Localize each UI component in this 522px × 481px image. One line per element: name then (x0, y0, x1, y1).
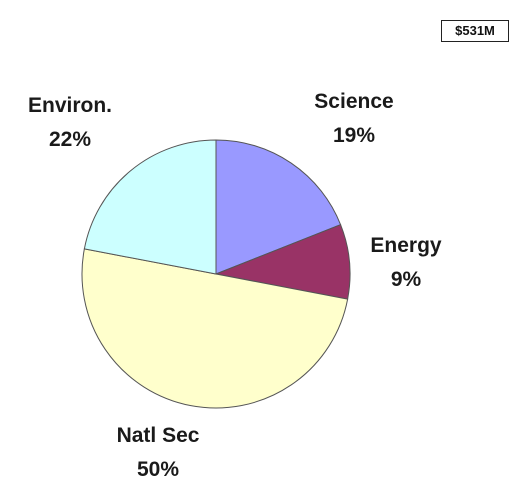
pie-slice-science (215, 139, 342, 275)
pie-slice-natl-sec (81, 248, 349, 409)
total-funding-badge: $531M (441, 20, 509, 42)
slice-label-environ: Environ. (28, 94, 112, 117)
slice-percent-environ: 22% (49, 128, 91, 151)
slice-percent-energy: 9% (391, 268, 422, 291)
slice-label-energy: Energy (370, 234, 442, 257)
slice-percent-natl-sec: 50% (137, 458, 179, 481)
pie-slices (81, 139, 351, 409)
slice-percent-science: 19% (333, 124, 375, 147)
pie-labels: Science 19% Energy 9% Natl Sec 50% Environ. 22% (28, 90, 442, 481)
pie-slice-environ (83, 139, 217, 275)
slice-label-science: Science (314, 90, 393, 113)
slice-label-natl-sec: Natl Sec (117, 424, 200, 447)
